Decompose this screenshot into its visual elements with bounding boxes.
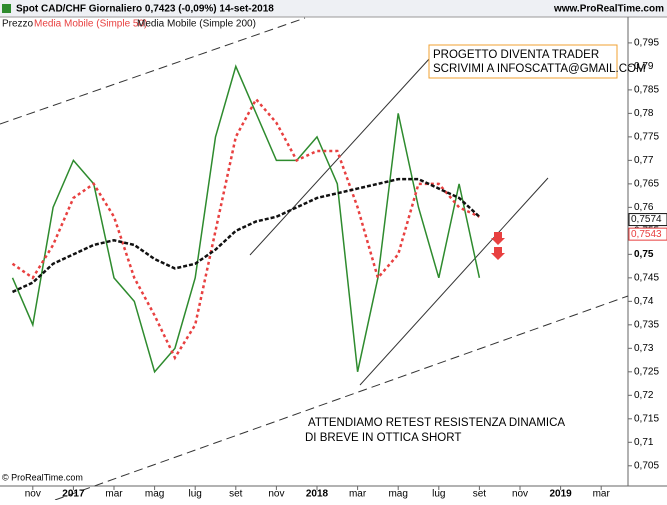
price-tag: 0,7543 <box>631 229 662 240</box>
x-tick-label: mar <box>593 489 611 500</box>
y-tick-label: 0,73 <box>634 343 654 354</box>
annotation-box <box>428 44 618 79</box>
annotation: ATTENDIAMO RETEST RESISTENZA DINAMICA <box>308 417 565 429</box>
annotation: PROGETTO DIVENTA TRADER <box>433 49 599 61</box>
x-tick-label: 2018 <box>306 489 329 500</box>
legend-entry: Media Mobile (Simple 200) <box>137 19 256 30</box>
x-tick-label: mag <box>145 489 164 500</box>
header-site: www.ProRealTime.com <box>553 4 664 15</box>
y-tick-label: 0,705 <box>634 460 659 471</box>
header-title: Spot CAD/CHF Giornaliero 0,7423 (-0,09%)… <box>16 4 274 15</box>
price-tag-box <box>628 227 667 241</box>
legend-entry: Media Mobile (Simple 50) <box>34 19 147 30</box>
x-tick-label: mar <box>349 489 367 500</box>
annotation: SCRIVIMI A INFOSCATTA@GMAIL.COM <box>433 63 646 75</box>
series-line <box>11 64 481 374</box>
legend-bg <box>0 18 268 29</box>
y-tick-label: 0,79 <box>634 61 654 72</box>
y-tick-label: 0,795 <box>634 38 659 49</box>
y-tick-label: 0,77 <box>634 155 654 166</box>
x-tick-label: lug <box>432 489 445 500</box>
price-tag: 0,7574 <box>631 214 662 225</box>
x-tick-label: mar <box>105 489 123 500</box>
y-tick-label: 0,78 <box>634 108 654 119</box>
y-tick-label: 0,745 <box>634 272 659 283</box>
channel-top <box>0 17 306 125</box>
y-tick-label: 0,775 <box>634 132 659 143</box>
series-line <box>11 97 480 361</box>
x-tick-label: mag <box>388 489 407 500</box>
annotation: DI BREVE IN OTTICA SHORT <box>305 432 461 444</box>
series-line <box>11 177 481 294</box>
trend-line <box>359 177 549 386</box>
y-tick-label: 0,72 <box>634 390 654 401</box>
x-tick-label: nov <box>25 489 41 500</box>
channel-bottom <box>54 295 629 501</box>
x-tick-label: lug <box>189 489 202 500</box>
y-tick-label: 0,725 <box>634 366 659 377</box>
header-bar <box>0 0 667 17</box>
y-tick-label: 0,735 <box>634 319 659 330</box>
y-tick-label: 0,785 <box>634 85 659 96</box>
header-icon <box>2 4 11 13</box>
y-tick-label: 0,765 <box>634 179 659 190</box>
x-tick-label: 2019 <box>549 489 572 500</box>
y-tick-label: 0,71 <box>634 437 654 448</box>
x-tick-label: nov <box>512 489 528 500</box>
arrow-icon <box>491 232 505 245</box>
x-tick-label: set <box>229 489 243 500</box>
price-tag-box <box>628 213 667 227</box>
x-tick-label: 2017 <box>62 489 85 500</box>
copyright: © ProRealTime.com <box>2 472 83 482</box>
y-tick-label: 0,75 <box>634 249 654 260</box>
y-tick-label: 0,76 <box>634 202 654 213</box>
x-tick-label: nov <box>268 489 284 500</box>
legend-entry: Prezzo <box>2 19 34 30</box>
y-tick-label: 0,74 <box>634 296 654 307</box>
arrows <box>491 232 505 260</box>
arrow-icon <box>491 247 505 260</box>
x-tick-label: set <box>473 489 487 500</box>
y-tick-label: 0,715 <box>634 413 659 424</box>
